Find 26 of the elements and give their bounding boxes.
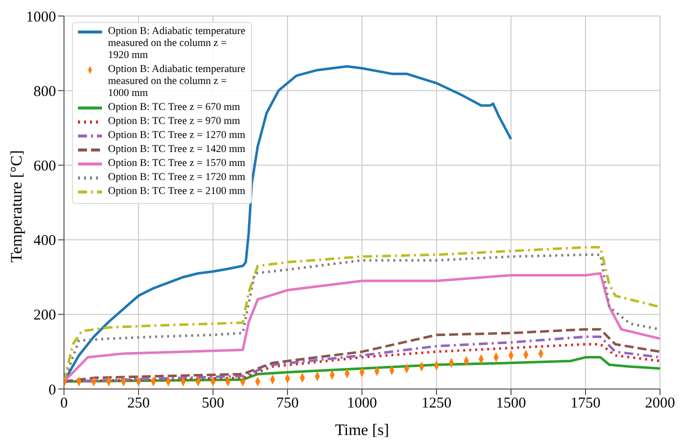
- legend-label: Option B: TC Tree z = 1570 mm: [108, 158, 246, 170]
- y-tick-label: 800: [34, 84, 56, 100]
- x-tick-label: 2000: [645, 396, 675, 412]
- y-axis-title: Temperature [°C]: [8, 150, 26, 262]
- x-tick-label: 0: [60, 396, 68, 412]
- y-tick-label: 400: [34, 233, 56, 250]
- legend-label: Option B: TC Tree z = 1420 mm: [108, 144, 246, 156]
- x-tick-label: 1750: [570, 396, 600, 412]
- y-tick-label: 600: [34, 158, 56, 175]
- legend-label: Option B: TC Tree z = 1270 mm: [108, 130, 246, 142]
- x-axis-title: Time [s]: [334, 422, 390, 439]
- y-tick-label: 0: [48, 382, 56, 398]
- legend-label: Option B: TC Tree z = 2100 mm: [108, 186, 246, 198]
- x-tick-label: 1250: [422, 396, 452, 412]
- legend-label: Option B: TC Tree z = 1720 mm: [108, 172, 246, 184]
- x-tick-label: 1000: [347, 396, 377, 412]
- legend-label: Option B: TC Tree z = 670 mm: [108, 102, 240, 114]
- x-tick-label: 750: [276, 396, 299, 412]
- x-tick-label: 250: [127, 396, 150, 412]
- x-tick-label: 1500: [496, 396, 526, 412]
- legend-label: Option B: Adiabatic temperature measured on the column z = 1000 mm: [108, 64, 246, 100]
- legend-label: Option B: Adiabatic temperature measured on the column z = 1920 mm: [108, 26, 246, 62]
- y-tick-label: 200: [34, 308, 56, 324]
- y-tick-label: 1000: [26, 9, 56, 26]
- x-tick-label: 500: [202, 396, 224, 412]
- legend-label: Option B: TC Tree z = 970 mm: [108, 116, 240, 128]
